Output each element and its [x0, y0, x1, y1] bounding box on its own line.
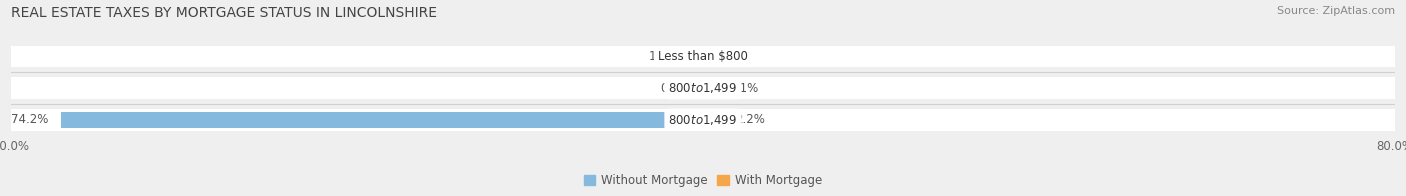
Bar: [703, 80, 709, 96]
Text: 0.0%: 0.0%: [716, 50, 745, 63]
Bar: [11, 46, 1395, 67]
Text: Less than $800: Less than $800: [658, 50, 748, 63]
Text: Source: ZipAtlas.com: Source: ZipAtlas.com: [1277, 6, 1395, 16]
Bar: [703, 112, 723, 128]
Text: 1.3%: 1.3%: [650, 50, 679, 63]
Text: 2.2%: 2.2%: [735, 113, 765, 126]
Text: $800 to $1,499: $800 to $1,499: [668, 81, 738, 95]
Text: $800 to $1,499: $800 to $1,499: [668, 113, 738, 127]
Bar: [11, 77, 1395, 99]
Legend: Without Mortgage, With Mortgage: Without Mortgage, With Mortgage: [579, 170, 827, 192]
Text: 0.61%: 0.61%: [721, 82, 758, 95]
Bar: [11, 109, 1395, 131]
Text: 0.0%: 0.0%: [661, 82, 690, 95]
Text: REAL ESTATE TAXES BY MORTGAGE STATUS IN LINCOLNSHIRE: REAL ESTATE TAXES BY MORTGAGE STATUS IN …: [11, 6, 437, 20]
Bar: [692, 48, 703, 65]
Bar: [62, 112, 703, 128]
Text: 74.2%: 74.2%: [11, 113, 48, 126]
